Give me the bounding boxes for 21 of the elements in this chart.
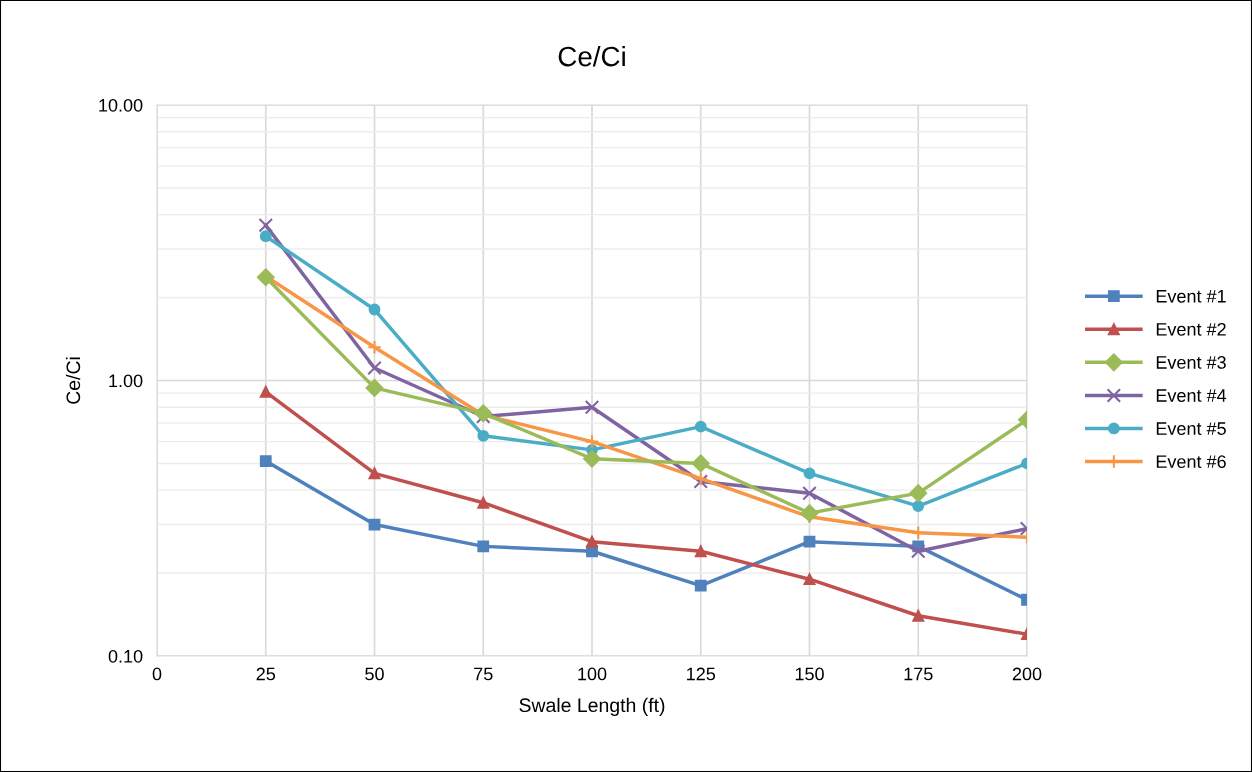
chart-title: Ce/Ci [558,45,625,67]
legend-label: Event #1 [1156,290,1226,303]
x-tick-label: 25 [256,667,276,681]
legend-label: Event #2 [1156,322,1226,336]
x-tick-label: 125 [687,667,716,681]
legend-label: Event #6 [1156,455,1226,469]
x-tick-label: 0 [152,667,162,681]
x-tick-label: 150 [795,667,824,681]
legend-label: Event #5 [1156,422,1226,435]
y-axis-title: Ce/Ci [65,357,81,404]
legend-label: Event #3 [1156,356,1226,369]
y-tick-label: 1.00 [109,374,143,388]
x-tick-label: 100 [578,667,607,681]
x-tick-label: 50 [365,667,384,681]
x-tick-label: 200 [1012,667,1042,681]
legend-label: Event #4 [1156,389,1227,402]
y-tick-label: 0.10 [108,649,143,663]
y-tick-label: 10.00 [99,98,143,112]
x-axis-title: Swale Length (ft) [519,697,665,716]
x-tick-label: 175 [904,667,933,681]
x-tick-label: 75 [474,667,493,681]
